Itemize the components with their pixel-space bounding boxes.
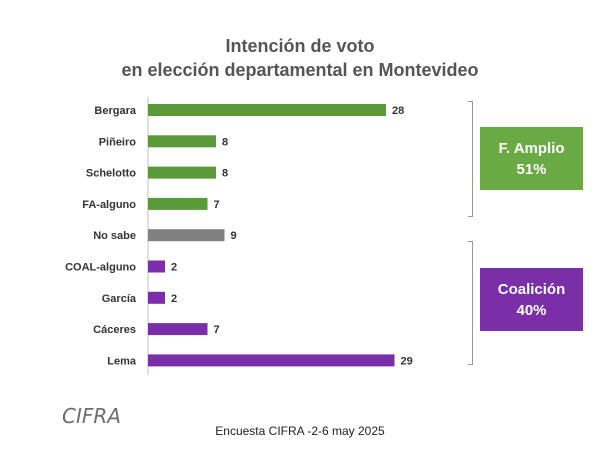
- category-label-caceres: Cáceres: [93, 324, 136, 336]
- bar-coal-alguno: [148, 260, 165, 273]
- bar-caceres: [148, 323, 208, 336]
- coalicion-name: Coalición: [497, 280, 566, 298]
- category-label-fa-alguno: FA-alguno: [82, 199, 136, 211]
- frente-amplio-share: 51%: [516, 160, 547, 178]
- value-label-bergara: 28: [392, 105, 404, 117]
- frente-amplio-total-box: F. Amplio 51%: [480, 127, 583, 190]
- coalicion-share: 40%: [516, 301, 547, 319]
- bar-fa-alguno: [148, 197, 208, 210]
- value-label-caceres: 7: [214, 324, 220, 336]
- value-label-schelotto: 8: [222, 168, 228, 180]
- value-label-fa-alguno: 7: [214, 199, 220, 211]
- coalicion-total-box: Coalición 40%: [480, 268, 583, 331]
- coalicion-bracket: [468, 241, 473, 365]
- chart-title-line-1: Intención de voto: [225, 36, 375, 56]
- value-label-lema: 29: [401, 355, 413, 367]
- frente-amplio-bracket: [468, 101, 473, 217]
- bar-chart: Bergara 28 Piñeiro 8 Schelotto 8 FA-alguno 7 No …: [65, 97, 413, 375]
- category-label-schelotto: Schelotto: [86, 168, 136, 180]
- category-label-lema: Lema: [107, 355, 137, 367]
- value-label-coal-alguno: 2: [171, 262, 177, 274]
- category-label-pineiro: Piñeiro: [99, 136, 137, 148]
- bar-pineiro: [148, 135, 216, 148]
- bar-garcia: [148, 291, 165, 304]
- frente-amplio-name: F. Amplio: [498, 139, 565, 157]
- bar-lema: [148, 354, 395, 367]
- category-label-bergara: Bergara: [94, 105, 136, 117]
- bar-no-sabe: [148, 229, 225, 242]
- cifra-logo: CIFRA: [62, 404, 121, 428]
- value-label-garcia: 2: [171, 293, 177, 305]
- bar-bergara: [148, 104, 386, 116]
- chart-title-line-2: en elección departamental en Montevideo: [121, 60, 479, 80]
- category-label-garcia: García: [102, 293, 137, 305]
- chart-title: Intención de voto en elección departamen…: [0, 34, 600, 82]
- category-label-no-sabe: No sabe: [93, 230, 136, 242]
- survey-source-footer: Encuesta CIFRA -2-6 may 2025: [215, 424, 385, 438]
- bar-schelotto: [148, 166, 216, 179]
- category-label-coal-alguno: COAL-alguno: [65, 262, 136, 274]
- value-label-pineiro: 8: [222, 136, 228, 148]
- value-label-no-sabe: 9: [231, 230, 237, 242]
